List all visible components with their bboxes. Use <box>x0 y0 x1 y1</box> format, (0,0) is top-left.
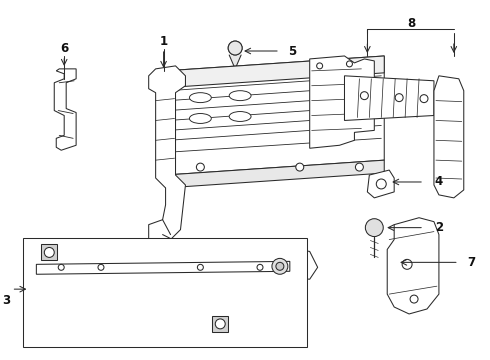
Text: 4: 4 <box>435 175 443 189</box>
FancyBboxPatch shape <box>41 244 57 260</box>
Circle shape <box>44 247 54 257</box>
Polygon shape <box>310 56 374 148</box>
Polygon shape <box>229 55 241 69</box>
Circle shape <box>366 219 383 237</box>
Ellipse shape <box>228 41 242 55</box>
Text: 2: 2 <box>435 221 443 234</box>
Polygon shape <box>344 76 434 121</box>
Circle shape <box>257 264 263 270</box>
Polygon shape <box>156 239 318 282</box>
Circle shape <box>317 63 322 69</box>
Polygon shape <box>166 160 384 188</box>
Circle shape <box>346 61 352 67</box>
Text: 1: 1 <box>160 35 168 48</box>
Ellipse shape <box>229 91 251 100</box>
Circle shape <box>360 92 368 100</box>
Text: 5: 5 <box>288 45 296 58</box>
Polygon shape <box>166 56 384 175</box>
Polygon shape <box>54 69 76 150</box>
Circle shape <box>228 41 242 55</box>
Bar <box>24 238 307 347</box>
Circle shape <box>296 163 304 171</box>
Circle shape <box>376 179 386 189</box>
Circle shape <box>98 264 104 270</box>
Ellipse shape <box>190 93 211 103</box>
Circle shape <box>276 262 284 270</box>
Polygon shape <box>434 76 464 198</box>
Polygon shape <box>387 218 439 314</box>
Polygon shape <box>166 56 384 88</box>
Ellipse shape <box>190 113 211 123</box>
Text: 3: 3 <box>2 293 11 307</box>
Text: 8: 8 <box>407 17 415 30</box>
Circle shape <box>272 258 288 274</box>
FancyBboxPatch shape <box>212 316 228 332</box>
Circle shape <box>402 260 412 269</box>
Polygon shape <box>148 66 185 244</box>
Circle shape <box>196 163 204 171</box>
Circle shape <box>197 264 203 270</box>
Circle shape <box>410 295 418 303</box>
Circle shape <box>355 163 364 171</box>
Circle shape <box>395 94 403 102</box>
Ellipse shape <box>229 112 251 121</box>
Circle shape <box>58 264 64 270</box>
Polygon shape <box>368 170 394 198</box>
Text: 6: 6 <box>60 41 68 54</box>
Polygon shape <box>36 261 290 274</box>
Circle shape <box>215 319 225 329</box>
Text: 7: 7 <box>467 256 476 269</box>
Circle shape <box>420 95 428 103</box>
